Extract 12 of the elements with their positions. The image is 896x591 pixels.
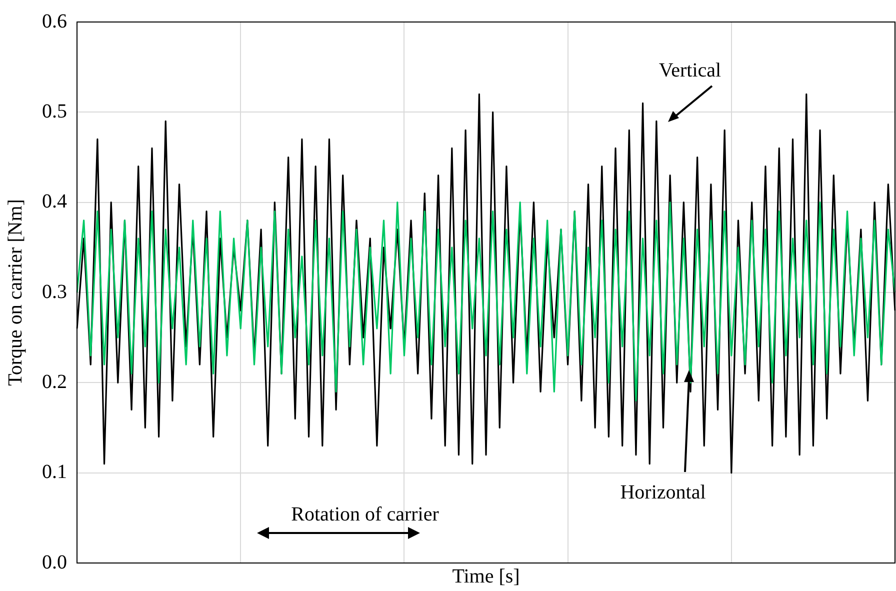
y-tick-label: 0.0	[42, 551, 67, 574]
y-tick-label: 0.1	[42, 461, 67, 484]
y-axis-title: Torque on carrier [Nm]	[4, 199, 26, 386]
y-tick-label: 0.3	[42, 280, 67, 303]
y-tick-label: 0.2	[42, 370, 67, 393]
y-tick-label: 0.6	[42, 10, 67, 32]
annotation: Rotation of carrier	[291, 503, 440, 526]
series-label: Vertical	[658, 59, 722, 82]
text: Horizontal	[620, 481, 706, 504]
y-tick-label: 0.5	[42, 100, 67, 122]
y-tick-label: 0.4	[42, 190, 67, 213]
x-axis-title: Time [s]	[452, 565, 520, 588]
